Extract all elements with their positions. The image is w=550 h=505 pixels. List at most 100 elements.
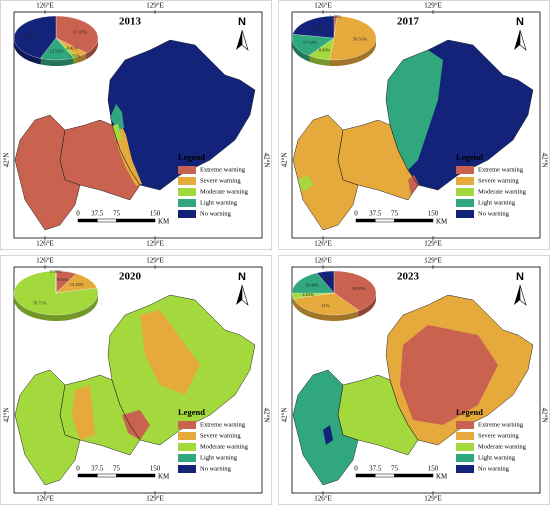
north-arrow (236, 30, 242, 50)
scale-segment (97, 218, 117, 223)
legend-label: No warning (200, 465, 232, 472)
panel-title: 2017 (397, 16, 420, 28)
pie-label: 43.88% (24, 32, 38, 37)
lat-label: 42°N (540, 408, 548, 423)
lon-label: 126°E (36, 257, 54, 265)
north-arrow (514, 30, 520, 50)
lon-label: 129°E (146, 257, 164, 265)
scale-label: 150 (150, 210, 161, 218)
pie-label: 6.70% (323, 277, 335, 282)
legend-swatch (178, 166, 196, 174)
pie-label: 1.18% (330, 14, 342, 19)
scale-label: 150 (150, 465, 161, 473)
pie-slice (333, 270, 377, 311)
pie-label: 18.44% (305, 283, 319, 288)
legend-swatch (456, 465, 474, 473)
legend-label: Moderate warning (478, 443, 527, 450)
legend-label: Severe warning (478, 177, 519, 184)
legend-swatch (456, 210, 474, 218)
map-frame (13, 11, 263, 239)
north-label: N (238, 16, 246, 28)
pie-label: 39.85% (352, 286, 366, 291)
scale-label: 0 (76, 465, 80, 473)
lat-label: 42°N (262, 153, 270, 168)
pie-slice (55, 15, 99, 54)
legend-swatch (178, 177, 196, 185)
scale-segment (116, 218, 156, 223)
lon-label: 129°E (146, 240, 164, 248)
scale-segment (375, 218, 395, 223)
pie-slice (329, 15, 377, 61)
lon-label: 129°E (424, 495, 442, 503)
lat-label: 42°N (540, 153, 548, 168)
legend-label: Light warning (200, 454, 238, 461)
legend-swatch (178, 188, 196, 196)
north-label: N (516, 16, 524, 28)
scale-unit: KM (436, 473, 448, 481)
legend-label: Moderate warning (200, 443, 249, 450)
legend-label: Severe warning (200, 177, 241, 184)
pie-label: 50.51% (353, 36, 367, 41)
map-panel: 126°E 126°E 129°E 129°E 42°N 42°N 2017 N Legend E… (278, 0, 550, 250)
scale-segment (77, 218, 98, 223)
legend-label: Moderate warning (478, 188, 527, 195)
legend-swatch (456, 188, 474, 196)
legend-title: Legend (456, 407, 483, 417)
scale-label: 37.5 (91, 465, 104, 473)
scale-segment (116, 473, 156, 478)
legend-swatch (456, 454, 474, 462)
scale-segment (355, 473, 376, 478)
map-frame (13, 266, 263, 494)
scale-segment (77, 473, 98, 478)
scale-segment (375, 473, 395, 478)
pie-label: 0.00% (50, 269, 62, 274)
legend-label: Severe warning (478, 432, 519, 439)
lat-label: 42°N (3, 153, 11, 168)
map-frame (291, 11, 541, 239)
legend-swatch (456, 166, 474, 174)
legend-swatch (456, 199, 474, 207)
north-arrow (519, 284, 527, 306)
scale-label: 37.5 (91, 210, 104, 218)
scale-unit: KM (158, 218, 170, 226)
legend-label: Light warning (200, 199, 238, 206)
legend-swatch (456, 443, 474, 451)
legend-title: Legend (456, 152, 483, 162)
lat-label: 42°N (281, 408, 289, 423)
legend-label: Extreme warning (200, 421, 246, 428)
map-frame (291, 266, 541, 494)
pie-slice (291, 272, 335, 294)
pie-slice (13, 15, 57, 59)
scale-unit: KM (436, 218, 448, 226)
north-arrow (241, 29, 249, 51)
legend-swatch (178, 210, 196, 218)
legend-swatch (178, 454, 196, 462)
lon-label: 126°E (36, 495, 54, 503)
lat-label: 42°N (3, 408, 11, 423)
legend-label: Light warning (478, 454, 516, 461)
scale-segment (394, 473, 434, 478)
legend-label: No warning (478, 465, 510, 472)
pie-label: 37.01% (73, 30, 87, 35)
legend-swatch (456, 421, 474, 429)
scale-unit: KM (158, 473, 170, 481)
pie-label: 31% (321, 303, 330, 308)
pie-label: 78.71% (33, 301, 47, 306)
scale-label: 75 (113, 210, 121, 218)
legend-title: Legend (178, 407, 205, 417)
pie-label: 4.01% (302, 292, 314, 297)
legend-swatch (178, 443, 196, 451)
pie-slice (13, 270, 99, 316)
scale-label: 75 (391, 210, 399, 218)
legend-label: Extreme warning (478, 166, 524, 173)
scale-label: 150 (428, 465, 439, 473)
lon-label: 129°E (424, 240, 442, 248)
lon-label: 129°E (424, 257, 442, 265)
lon-label: 126°E (314, 240, 332, 248)
pie-label: 13.25% (70, 282, 84, 287)
pie-label: 8.49% (319, 48, 331, 53)
legend-label: Extreme warning (478, 421, 524, 428)
scale-label: 0 (354, 465, 358, 473)
panel-title: 2020 (119, 271, 142, 283)
lon-label: 126°E (314, 2, 332, 10)
